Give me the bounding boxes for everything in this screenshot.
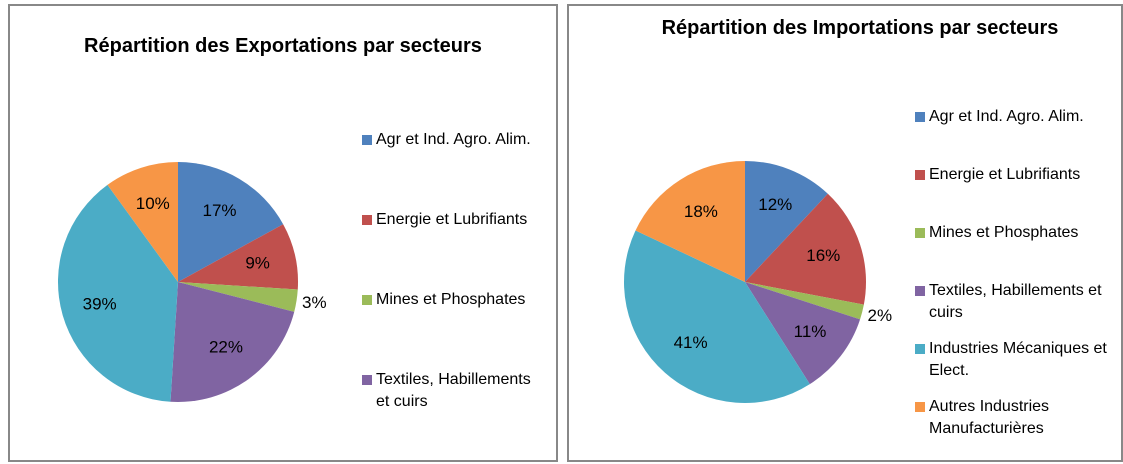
legend-label: Textiles, Habillements et cuirs — [376, 371, 531, 410]
pie-slice — [57, 184, 178, 402]
data-label: 12% — [758, 195, 792, 214]
data-label: 39% — [83, 294, 117, 313]
data-label: 16% — [806, 246, 840, 265]
chart-title: Répartition des Exportations par secteur… — [84, 35, 482, 57]
legend-swatch — [915, 344, 925, 354]
pie-slice — [170, 282, 295, 402]
legend-label: Autres Industries Manufacturières — [929, 398, 1050, 437]
legend-swatch — [915, 402, 925, 412]
pie-slice — [178, 162, 284, 282]
data-label: 2% — [867, 306, 892, 325]
data-label: 10% — [136, 194, 170, 213]
pie-slice — [624, 230, 810, 403]
legend-swatch — [362, 295, 372, 305]
data-label: 22% — [209, 338, 243, 357]
data-label: 11% — [794, 322, 827, 341]
legend-label: Mines et Phosphates — [376, 291, 526, 308]
legend-swatch — [915, 286, 925, 296]
legend-label: Textiles, Habillements et cuirs — [929, 282, 1102, 321]
pie-slice — [178, 224, 298, 290]
legend-label: Industries Mécaniques et Elect. — [929, 340, 1107, 379]
legend-swatch — [915, 170, 925, 180]
legend-swatch — [915, 228, 925, 238]
pie-slice — [107, 162, 178, 282]
legend-label: Energie et Lubrifiants — [376, 211, 528, 228]
pie-slice — [178, 282, 298, 312]
legend-label: Mines et Phosphates — [929, 224, 1079, 241]
pie-slice — [635, 161, 745, 282]
legend-label: Energie et Lubrifiants — [929, 166, 1081, 183]
data-label: 18% — [684, 202, 718, 221]
chart-title: Répartition des Importations par secteur… — [661, 17, 1059, 39]
pie-slice — [745, 282, 861, 385]
pie-slice — [745, 161, 828, 282]
legend-swatch — [362, 135, 372, 145]
data-label: 3% — [302, 293, 327, 312]
legend-swatch — [362, 375, 372, 385]
legend-swatch — [915, 112, 925, 122]
legend-label: Agr et Ind. Agro. Alim. — [929, 108, 1084, 125]
pie-slice — [745, 282, 864, 320]
legend-label: Agr et Ind. Agro. Alim. — [376, 131, 531, 148]
legend-swatch — [362, 215, 372, 225]
pie-slice — [745, 193, 866, 305]
data-label: 9% — [245, 254, 270, 273]
data-label: 17% — [203, 201, 237, 220]
data-label: 41% — [674, 333, 708, 352]
